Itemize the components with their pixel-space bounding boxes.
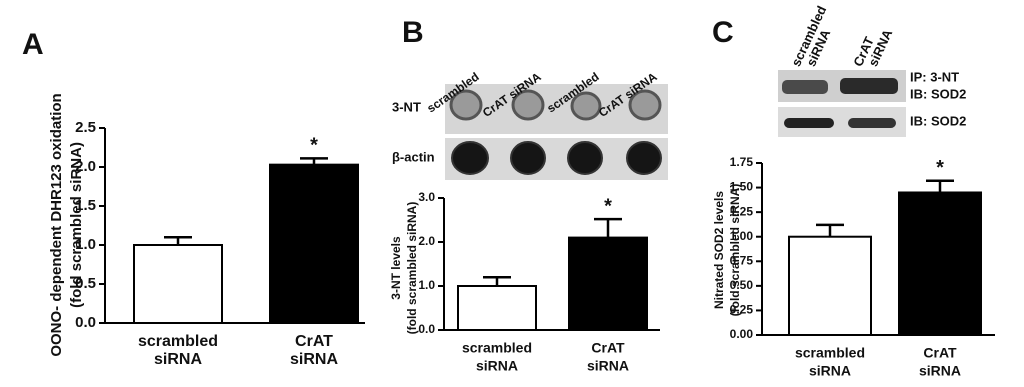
x-tick-label: siRNA <box>290 351 338 368</box>
y-tick-label: 3.0 <box>418 190 435 204</box>
y-axis-label: (fold scrambled siRNA) <box>405 202 419 335</box>
x-tick-label: CrAT <box>591 340 625 356</box>
x-tick-label: CrAT <box>295 333 333 350</box>
bar <box>788 235 872 336</box>
y-tick-label: 1.5 <box>75 197 96 214</box>
blot-band <box>840 78 898 94</box>
y-axis-label: Nitrated SOD2 levels <box>712 191 726 309</box>
y-tick-label: 2.5 <box>75 119 96 136</box>
blot-band <box>784 118 834 128</box>
y-tick-label: 2.0 <box>418 234 435 248</box>
y-tick-label: 1.0 <box>75 236 96 253</box>
blot-b <box>445 84 668 180</box>
blot-band <box>782 80 828 94</box>
bar <box>898 191 982 336</box>
x-tick-label: siRNA <box>919 363 961 379</box>
x-tick-label: siRNA <box>476 358 518 374</box>
bar <box>457 285 537 331</box>
blot-row-label: β-actin <box>392 149 435 164</box>
panel-label: C <box>712 16 734 49</box>
blot-c <box>778 70 906 137</box>
y-axis-label: (fold scrambled siRNA) <box>68 142 85 308</box>
bar <box>269 163 359 324</box>
blot-spot <box>628 89 662 121</box>
x-tick-label: scrambled <box>138 333 218 350</box>
bar <box>568 236 648 332</box>
blot-row-label: IB: SOD2 <box>910 113 966 128</box>
bar <box>133 244 223 324</box>
x-tick-label: siRNA <box>587 358 629 374</box>
y-tick-label: 0.0 <box>418 322 435 336</box>
blot-spot <box>626 141 662 175</box>
x-tick-label: siRNA <box>809 363 851 379</box>
y-tick-label: 0.50 <box>730 278 754 292</box>
blot-band <box>848 118 896 128</box>
y-tick-label: 2.0 <box>75 158 96 175</box>
significance-mark: * <box>604 195 612 217</box>
y-tick-label: 0.5 <box>75 275 96 292</box>
blot-spot <box>567 141 603 175</box>
blot-row-label: 3-NT <box>392 99 421 114</box>
x-tick-label: siRNA <box>154 351 202 368</box>
y-axis-label: OONO- dependent DHR123 oxidation <box>48 93 65 356</box>
significance-mark: * <box>310 135 318 157</box>
blot-row-label: IB: SOD2 <box>910 86 966 101</box>
y-tick-label: 0.00 <box>730 327 754 341</box>
y-tick-label: 1.0 <box>418 278 435 292</box>
blot-spot <box>570 91 602 121</box>
y-tick-label: 0.0 <box>75 314 96 331</box>
y-axis-label: 3-NT levels <box>389 236 403 300</box>
blot-spot <box>511 89 545 121</box>
y-tick-label: 1.75 <box>730 155 754 169</box>
y-axis-label: (fold scrambled siRNA) <box>728 184 742 317</box>
panel-label: B <box>402 16 424 49</box>
x-tick-label: CrAT <box>923 345 957 361</box>
y-tick-label: 0.75 <box>730 253 754 267</box>
x-tick-label: scrambled <box>795 345 865 361</box>
blot-spot <box>510 141 546 175</box>
x-tick-label: scrambled <box>462 340 532 356</box>
panel-label: A <box>22 28 44 61</box>
y-tick-label: 1.25 <box>730 204 754 218</box>
blot-spot <box>449 89 483 121</box>
y-tick-label: 1.00 <box>730 229 754 243</box>
blot-spot <box>451 141 489 175</box>
y-tick-label: 1.50 <box>730 180 754 194</box>
y-tick-label: 0.25 <box>730 303 754 317</box>
blot-row-label: IP: 3-NT <box>910 69 959 84</box>
significance-mark: * <box>936 157 944 179</box>
